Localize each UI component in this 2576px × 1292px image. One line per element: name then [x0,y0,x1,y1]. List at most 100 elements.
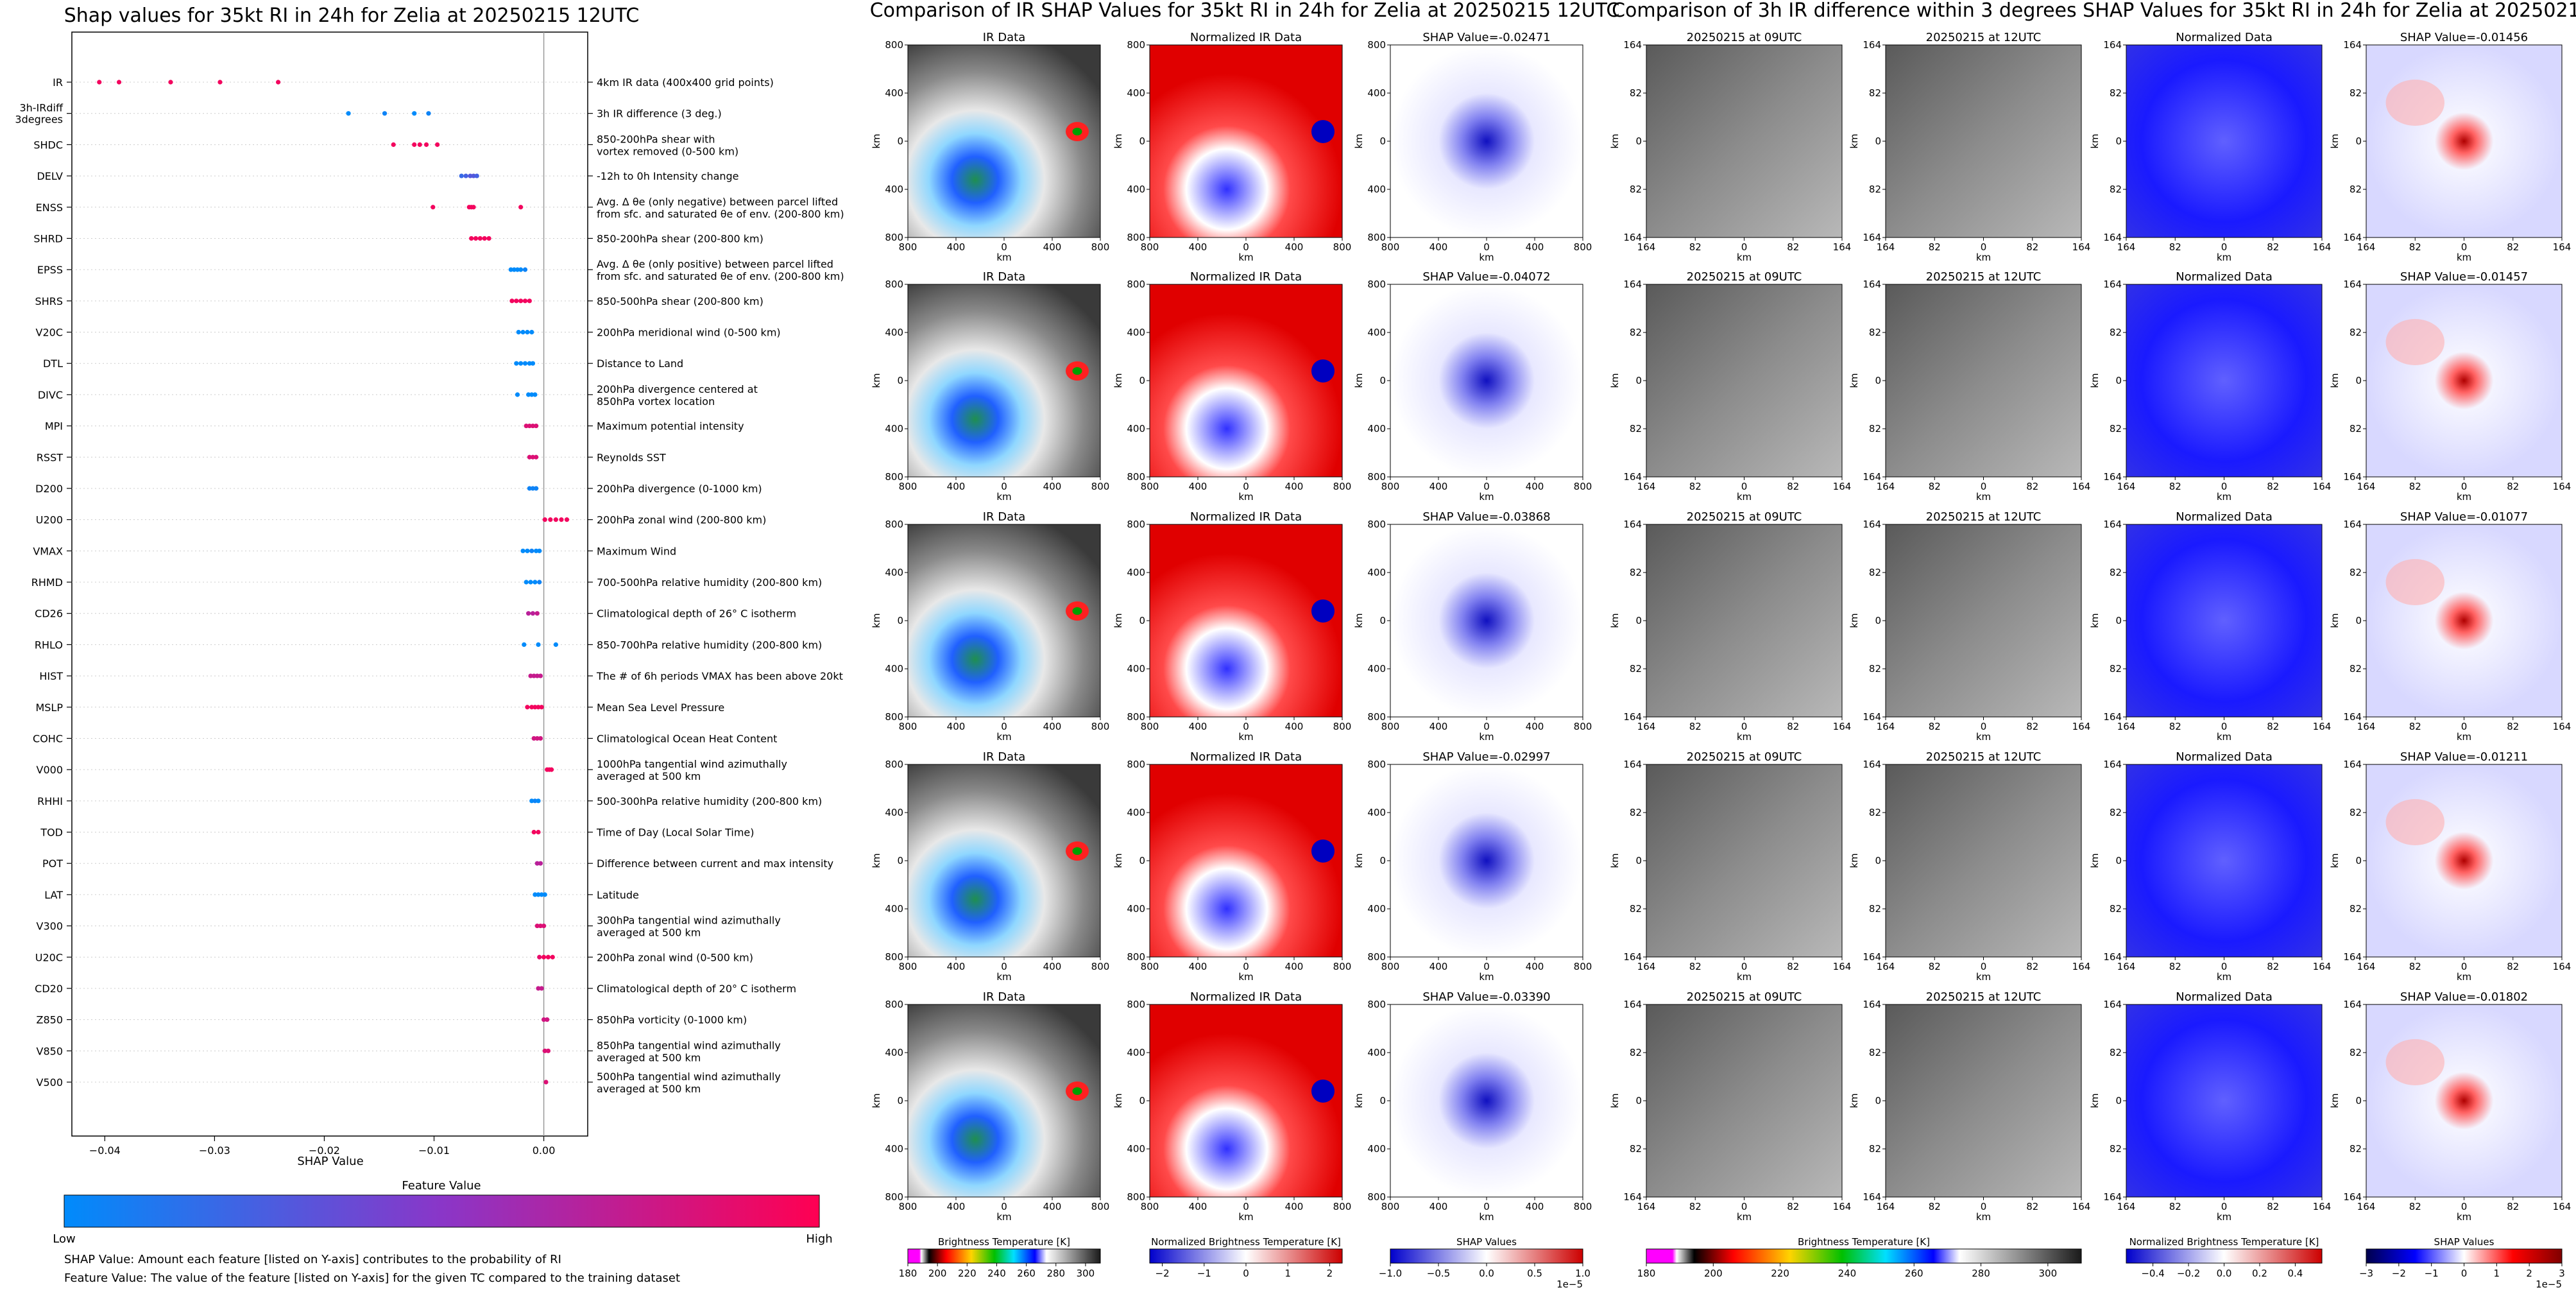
heatmap-image [1149,524,1343,718]
x-tick-label: 0 [2461,241,2468,253]
heatmap-image [2366,524,2563,718]
colorbar-tick-label: −2 [2392,1268,2406,1279]
positive-patch [2385,80,2444,126]
ir-shap-comparison: Comparison of IR SHAP Values for 35kt RI… [870,0,1620,1290]
irdiff-panel-grid: 20250215 at 09UTC 164 82 0 82 164 164 82 0 82 164 k… [1609,31,2571,1223]
y-tick-label: 0 [1379,615,1386,626]
panel-title: 20250215 at 09UTC [1687,270,1802,284]
shap-point [536,986,541,991]
heatmap-image [1149,44,1343,238]
panel-title: 20250215 at 12UTC [1926,31,2042,44]
y-tick-label: 82 [2350,567,2362,578]
x-tick-label: 800 [1141,1201,1159,1212]
feature-description-label: Latitude [597,889,639,901]
y-axis-label: km [1848,1093,1860,1108]
shap-point [530,423,536,429]
heatmap-image [1149,284,1343,478]
shap-point [541,1017,547,1022]
y-tick-label: 82 [1869,903,1881,915]
feature-code-label: CD20 [35,983,63,995]
y-tick-label: 82 [1630,1143,1642,1155]
colorbar-offset: 1e−5 [2536,1279,2562,1289]
shap-point [527,423,532,429]
x-tick-label: 0 [2221,961,2228,972]
x-tick-label: 400 [1189,241,1207,253]
x-tick-label: 400 [1043,961,1062,972]
feature-code-label: TOD [40,827,63,839]
colorbar: Normalized Brightness Temperature [K] −2 −… [1149,1236,1343,1279]
y-tick-label: 164 [1863,951,1881,963]
shap-point [522,298,528,304]
y-tick-label: 164 [1623,232,1642,243]
x-tick-label: 800 [1141,961,1159,972]
x-axis-label: km [2217,252,2231,263]
x-tick-label: 800 [1574,241,1592,253]
x-tick-label: 800 [1574,1201,1592,1212]
y-tick-label: 0 [897,1095,903,1107]
shap-point [417,142,422,147]
feature-code-label: POT [42,857,63,870]
heatmap-image [1885,44,2082,238]
shap-point [536,829,541,835]
colorbar-label: SHAP Values [1456,1236,1517,1248]
colorbar-tick-label: 300 [2039,1268,2058,1279]
colorbar-tick-label: 2 [2526,1268,2532,1279]
x-tick-label: 0 [1981,961,1987,972]
x-tick-label: 800 [1333,721,1352,732]
x-tick-label: 800 [1141,241,1159,253]
y-tick-label: 164 [1863,471,1881,483]
colorbar-tick-label: −2 [1156,1268,1170,1279]
feature-row: POT Difference between current and max in… [42,857,833,870]
y-tick-label: 400 [1367,1143,1386,1155]
y-tick-label: 82 [2110,567,2122,578]
panel-title: Normalized IR Data [1190,990,1302,1004]
x-tick-label: 164 [1833,961,1852,972]
feature-description-label: Avg. Δ θe (only negative) between parcel… [597,196,844,220]
y-tick-label: 400 [885,184,903,195]
y-tick-label: 164 [1623,951,1642,963]
x-tick-label: 164 [1833,481,1852,492]
feature-value-colorbar: Feature Value Low High [53,1179,832,1246]
x-tick-label: 400 [947,481,966,492]
y-tick-label: 82 [1869,807,1881,818]
colorbar-tick-label: 3 [2559,1268,2565,1279]
shap-point [463,173,468,178]
x-tick-label: 400 [947,1201,966,1212]
x-axis-ticks: −0.04 −0.03 −0.02 −0.01 0.00 [89,1136,555,1157]
feature-description-label: Distance to Land [597,357,683,370]
shap-point [511,267,516,272]
y-tick-label: 400 [1127,903,1145,915]
y-axis-label: km [871,1093,882,1108]
heatmap-image [907,44,1101,238]
y-tick-label: 164 [2343,519,2362,530]
y-tick-label: 82 [1630,1047,1642,1058]
x-tick-label: 82 [1787,721,1799,732]
x-tick-label: 82 [1787,481,1799,492]
shap-point [522,642,527,647]
y-tick-label: 164 [1863,711,1881,723]
y-axis-label: km [1113,613,1124,628]
positive-patch [2385,1039,2444,1085]
shap-point [542,1048,547,1053]
x-axis-label: km [996,252,1011,263]
y-tick-label: 400 [1127,184,1145,195]
shap-point [534,454,539,460]
shap-point [527,486,532,491]
y-tick-label: 164 [1623,1191,1642,1203]
x-tick-label: 400 [1043,481,1062,492]
x-tick-label: 82 [2026,481,2038,492]
x-tick-label: 82 [2409,241,2421,253]
shap-point [508,267,513,272]
y-tick-label: 0 [1875,1095,1881,1107]
heatmap-image [907,764,1101,958]
feature-row: SHDC 850-200hPa shear with vortex removed … [33,133,738,157]
panel-title: 20250215 at 09UTC [1687,990,1802,1004]
y-tick-label: 400 [1367,903,1386,915]
y-axis-label: km [1609,373,1621,388]
x-tick-label: 800 [899,241,917,253]
x-tick-label: −0.01 [418,1144,450,1157]
